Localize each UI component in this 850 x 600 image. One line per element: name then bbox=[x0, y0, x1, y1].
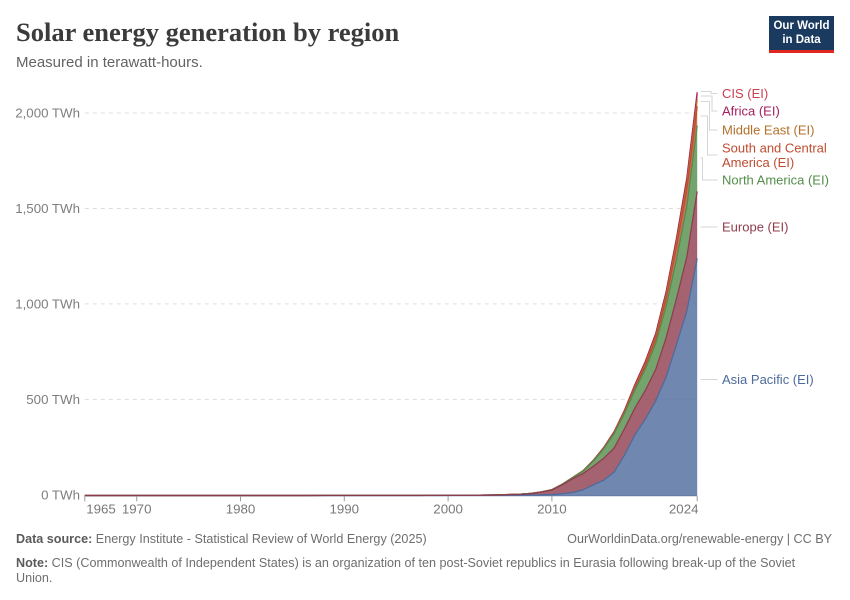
svg-text:Middle East (EI): Middle East (EI) bbox=[722, 123, 814, 138]
svg-text:2,000 TWh: 2,000 TWh bbox=[15, 106, 80, 121]
svg-text:America (EI): America (EI) bbox=[722, 155, 794, 170]
svg-text:1980: 1980 bbox=[226, 502, 256, 517]
svg-text:Africa (EI): Africa (EI) bbox=[722, 104, 780, 119]
svg-text:2010: 2010 bbox=[537, 502, 567, 517]
svg-text:South and Central: South and Central bbox=[722, 141, 827, 156]
svg-text:North America (EI): North America (EI) bbox=[722, 173, 829, 188]
svg-text:0 TWh: 0 TWh bbox=[41, 488, 80, 503]
svg-text:1,000 TWh: 1,000 TWh bbox=[15, 296, 80, 311]
svg-text:Europe (EI): Europe (EI) bbox=[722, 220, 788, 235]
svg-text:1990: 1990 bbox=[330, 502, 360, 517]
svg-text:1,500 TWh: 1,500 TWh bbox=[15, 201, 80, 216]
svg-text:2000: 2000 bbox=[433, 502, 463, 517]
svg-text:CIS (EI): CIS (EI) bbox=[722, 86, 768, 101]
svg-text:1965: 1965 bbox=[86, 502, 116, 517]
svg-text:2024: 2024 bbox=[669, 502, 699, 517]
svg-text:Asia Pacific (EI): Asia Pacific (EI) bbox=[722, 372, 814, 387]
svg-text:1970: 1970 bbox=[122, 502, 152, 517]
svg-text:500 TWh: 500 TWh bbox=[26, 392, 80, 407]
